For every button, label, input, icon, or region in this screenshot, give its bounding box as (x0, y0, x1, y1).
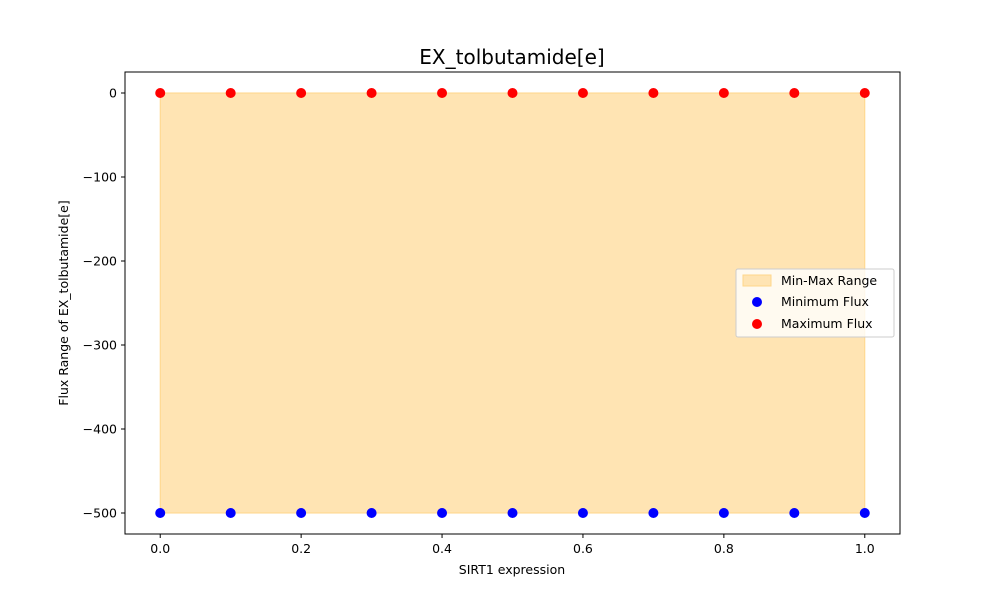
x-tick-label: 0.6 (573, 541, 593, 556)
y-tick-label: −200 (83, 254, 117, 269)
y-tick-label: −400 (83, 422, 117, 437)
y-axis-label: Flux Range of EX_tolbutamide[e] (56, 200, 71, 405)
maximum-flux-point (437, 88, 448, 98)
y-tick-label: −100 (83, 170, 117, 185)
minimum-flux-point (437, 508, 448, 518)
maximum-flux-point (789, 88, 800, 98)
minimum-flux-point (155, 508, 166, 518)
x-axis-ticks: 0.0 0.2 0.4 0.6 0.8 1.0 (150, 534, 875, 556)
x-tick-label: 0.8 (714, 541, 734, 556)
maximum-flux-point (859, 88, 870, 98)
x-tick-label: 0.0 (150, 541, 170, 556)
maximum-flux-point (577, 88, 588, 98)
maximum-flux-point (155, 88, 166, 98)
legend-frame (735, 268, 895, 338)
maximum-flux-point (366, 88, 377, 98)
y-tick-label: −300 (83, 338, 117, 353)
legend-marker-maximum-flux (752, 319, 762, 329)
minimum-flux-point (577, 508, 588, 518)
y-axis-ticks: 0 −100 −200 −300 −400 −500 (83, 86, 125, 521)
legend-marker-minimum-flux (752, 297, 762, 307)
minimum-flux-point (718, 508, 729, 518)
maximum-flux-point (648, 88, 659, 98)
x-axis-label: SIRT1 expression (459, 562, 565, 577)
chart-title: EX_tolbutamide[e] (419, 45, 604, 69)
maximum-flux-point (718, 88, 729, 98)
minimum-flux-point (366, 508, 377, 518)
maximum-flux-point (225, 88, 236, 98)
maximum-flux-point (296, 88, 307, 98)
maximum-flux-point (507, 88, 518, 98)
legend-label-minimum-flux: Minimum Flux (781, 294, 869, 309)
minimum-flux-point (859, 508, 870, 518)
legend-swatch-min-max-range (742, 274, 772, 287)
minimum-flux-point (225, 508, 236, 518)
x-tick-label: 0.2 (291, 541, 311, 556)
legend: Min-Max Range Minimum Flux Maximum Flux (735, 268, 895, 338)
minimum-flux-point (507, 508, 518, 518)
data-points (155, 88, 870, 518)
minimum-flux-point (789, 508, 800, 518)
y-tick-label: 0 (109, 86, 117, 101)
x-tick-label: 1.0 (855, 541, 875, 556)
legend-label-maximum-flux: Maximum Flux (781, 316, 873, 331)
legend-label-min-max-range: Min-Max Range (781, 273, 877, 288)
x-tick-label: 0.4 (432, 541, 452, 556)
y-tick-label: −500 (83, 506, 117, 521)
minimum-flux-point (296, 508, 307, 518)
minimum-flux-point (648, 508, 659, 518)
plot-frame (124, 71, 901, 535)
